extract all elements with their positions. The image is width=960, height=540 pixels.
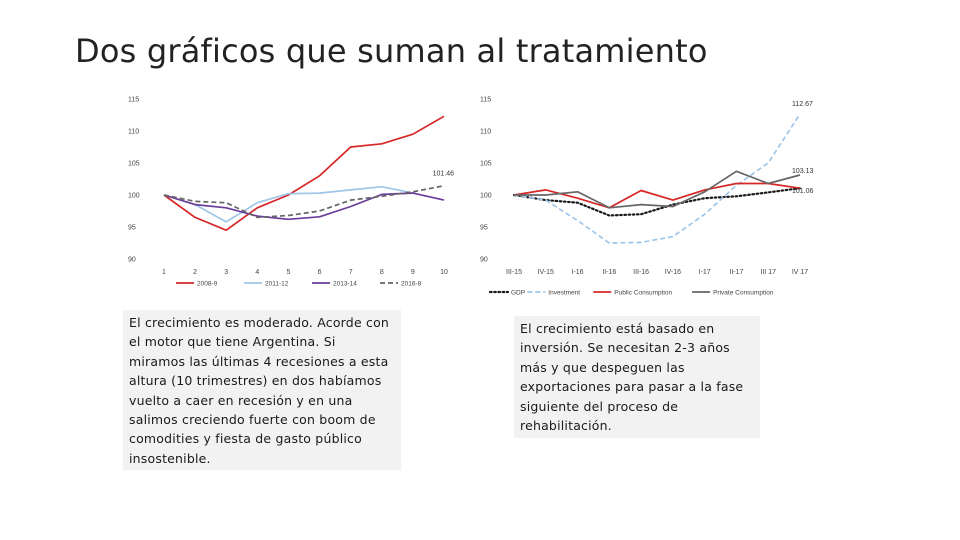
series-line-2008-9 xyxy=(163,115,445,232)
moderate-growth-note: El crecimiento es moderado. Acorde con e… xyxy=(123,310,401,470)
value-annotation: 112.67 xyxy=(792,101,813,108)
legend-label-2016-8: 2016-8 xyxy=(401,281,422,288)
legend-label-gdp: GDP xyxy=(511,290,525,297)
series-line-2011-12 xyxy=(163,185,414,223)
legend-label-private-consumption: Private Consumption xyxy=(713,290,774,297)
y-tick-label: 115 xyxy=(480,97,491,104)
series-line-gdp xyxy=(512,187,802,217)
x-tick-label: 7 xyxy=(349,269,353,276)
recession-comparison-chart: 90 95 100 105 110 115 1 2 3 4 5 6 7 8 9 10 101.46 2008-9 2… xyxy=(118,88,468,298)
value-annotation: 103.13 xyxy=(792,168,814,175)
x-tick-label: III 17 xyxy=(760,269,776,276)
x-tick-label: IV-16 xyxy=(665,269,681,276)
legend-label-2013-14: 2013-14 xyxy=(333,281,357,288)
x-tick-label: II-17 xyxy=(729,269,743,276)
x-tick-label: 4 xyxy=(255,269,259,276)
value-annotation: 101.46 xyxy=(433,171,455,178)
x-tick-label: 2 xyxy=(193,269,197,276)
legend-label-public-consumption: Public Consumption xyxy=(614,290,672,297)
investment-growth-note: El crecimiento está basado en inversión.… xyxy=(514,316,760,438)
series-line-investment xyxy=(513,113,801,244)
y-tick-label: 90 xyxy=(480,257,488,264)
y-tick-label: 100 xyxy=(128,193,140,200)
x-tick-label: 1 xyxy=(162,269,166,276)
x-tick-label: IV 17 xyxy=(792,269,808,276)
x-tick-label: 9 xyxy=(411,269,415,276)
legend-label-2008-9: 2008-9 xyxy=(197,281,218,288)
series-line-2013-14 xyxy=(163,192,445,221)
slide-title: Dos gráficos que suman al tratamiento xyxy=(75,32,708,70)
value-annotation: 101.06 xyxy=(792,188,814,195)
demand-components-svg: 90 95 100 105 110 115 III-15 IV-15 I-16 II-16 III-… xyxy=(480,97,814,297)
x-tick-label: 5 xyxy=(286,269,290,276)
x-tick-label: IV-15 xyxy=(538,269,554,276)
x-tick-label: I-16 xyxy=(572,269,584,276)
y-tick-label: 110 xyxy=(480,129,491,136)
y-tick-label: 95 xyxy=(480,225,488,232)
x-tick-label: I-17 xyxy=(699,269,711,276)
x-tick-label: 3 xyxy=(224,269,228,276)
y-tick-label: 115 xyxy=(128,97,139,104)
x-tick-label: II-16 xyxy=(602,269,616,276)
x-tick-label: 10 xyxy=(440,269,448,276)
x-tick-label: 8 xyxy=(380,269,384,276)
series-line-2016-8 xyxy=(163,184,445,219)
y-tick-label: 95 xyxy=(128,225,136,232)
x-tick-label: 6 xyxy=(318,269,322,276)
legend-label-investment: Investment xyxy=(548,290,580,297)
x-tick-label: III-15 xyxy=(506,269,522,276)
y-tick-label: 105 xyxy=(128,161,140,168)
y-tick-label: 90 xyxy=(128,257,136,264)
y-tick-label: 100 xyxy=(480,193,492,200)
series-line-private-consumption xyxy=(514,170,801,209)
y-tick-label: 105 xyxy=(480,161,492,168)
legend-label-2011-12: 2011-12 xyxy=(265,281,289,288)
x-tick-label: III-16 xyxy=(633,269,649,276)
y-tick-label: 110 xyxy=(128,129,139,136)
recession-comparison-svg: 90 95 100 105 110 115 1 2 3 4 5 6 7 8 9 10 101.46 2008-9 2… xyxy=(128,97,455,288)
demand-components-chart: 90 95 100 105 110 115 III-15 IV-15 I-16 II-16 III-… xyxy=(478,88,823,298)
series-line-public-consumption xyxy=(513,182,801,209)
